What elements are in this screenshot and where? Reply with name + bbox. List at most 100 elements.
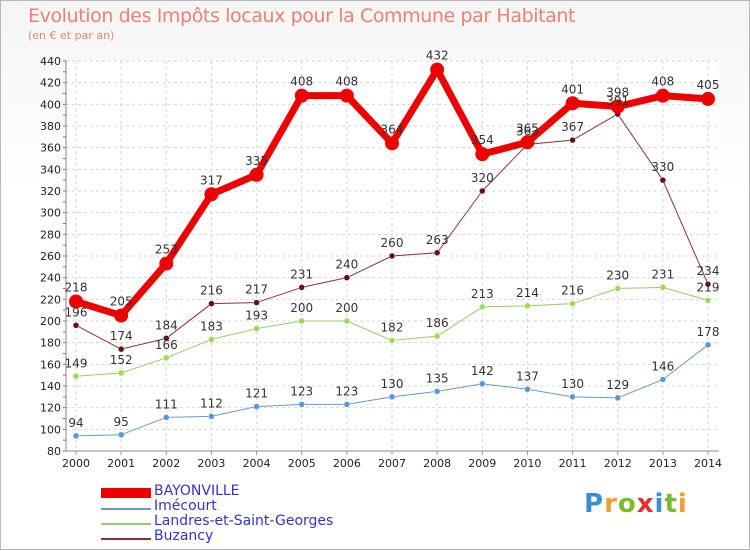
data-point [343, 317, 351, 325]
data-point [72, 322, 80, 329]
data-point [565, 96, 580, 111]
data-point [298, 317, 305, 325]
x-tick-label: 2011 [559, 457, 587, 470]
data-label: 363 [516, 124, 539, 138]
data-point [659, 376, 667, 383]
data-point [253, 325, 260, 332]
y-tick-label: 220 [40, 293, 61, 306]
data-point [479, 187, 486, 195]
legend-swatch [101, 488, 151, 498]
data-point [569, 300, 576, 307]
y-tick-label: 180 [40, 337, 61, 350]
data-label: 186 [426, 316, 449, 330]
data-point [479, 303, 486, 311]
data-label: 335 [245, 154, 268, 168]
y-tick-label: 280 [40, 228, 61, 241]
data-label: 94 [68, 416, 83, 430]
y-tick-label: 340 [40, 163, 61, 176]
data-point [253, 403, 260, 410]
logo-letter: i [654, 489, 665, 519]
data-label: 401 [561, 82, 584, 96]
data-point [433, 249, 441, 256]
data-label: 149 [65, 356, 88, 370]
data-point [433, 388, 441, 395]
data-label: 196 [65, 305, 88, 319]
data-point [701, 91, 715, 106]
data-point [388, 337, 396, 344]
logo-letter: x [636, 489, 655, 519]
data-label: 231 [651, 267, 674, 281]
y-tick-label: 320 [40, 185, 61, 198]
data-label: 216 [200, 284, 223, 298]
data-point [208, 336, 215, 343]
data-point [117, 369, 125, 377]
y-tick-label: 200 [40, 315, 61, 328]
data-label: 230 [606, 269, 629, 283]
x-tick-label: 2007 [378, 457, 406, 470]
data-point [569, 136, 576, 144]
data-label: 405 [697, 78, 720, 92]
data-point [339, 88, 354, 103]
data-label: 408 [290, 75, 313, 89]
y-tick-label: 240 [40, 272, 61, 285]
proxiti-logo: Proxiti [584, 489, 688, 519]
data-point [524, 386, 531, 393]
data-point [614, 285, 621, 292]
x-tick-label: 2008 [423, 457, 451, 470]
data-label: 260 [381, 236, 404, 250]
data-label: 253 [155, 243, 178, 257]
data-label: 123 [290, 384, 313, 398]
data-label: 95 [114, 415, 129, 429]
data-label: 364 [381, 122, 404, 136]
data-label: 130 [561, 377, 584, 391]
data-label: 200 [335, 301, 358, 315]
y-tick-label: 380 [40, 120, 61, 133]
data-point [388, 393, 396, 401]
data-label: 121 [245, 387, 268, 401]
data-point [208, 413, 215, 420]
logo-letter: P [584, 489, 605, 519]
data-point [208, 300, 215, 307]
data-point [343, 401, 351, 408]
data-point [479, 380, 486, 388]
x-tick-label: 2009 [468, 457, 496, 470]
data-label: 112 [200, 396, 223, 410]
legend-label: Imécourt [154, 498, 217, 514]
data-label: 135 [426, 371, 449, 385]
chart-title: Evolution des Impôts locaux pour la Comm… [28, 5, 576, 27]
logo-letter: t [664, 489, 678, 519]
logo-letter: r [604, 489, 618, 519]
data-point [343, 274, 351, 281]
data-point [388, 252, 396, 260]
data-point [294, 88, 309, 103]
data-label: 137 [516, 369, 539, 383]
x-tick-label: 2001 [107, 457, 135, 470]
y-tick-label: 440 [40, 55, 61, 68]
data-label: 398 [606, 86, 629, 100]
logo-letter: o [617, 489, 637, 519]
legend-swatch [101, 523, 151, 525]
data-point [655, 88, 670, 103]
y-tick-label: 100 [40, 423, 61, 436]
legend-label: Landres-et-Saint-Georges [154, 513, 334, 529]
data-label: 178 [697, 325, 720, 339]
y-tick-label: 360 [40, 142, 61, 155]
data-point [430, 62, 445, 77]
data-label: 182 [381, 321, 404, 335]
data-label: 218 [65, 281, 88, 295]
data-label: 263 [426, 233, 449, 247]
data-point [614, 394, 621, 402]
data-label: 193 [245, 309, 268, 323]
data-label: 432 [426, 49, 449, 63]
data-label: 214 [516, 286, 539, 300]
y-tick-label: 300 [40, 207, 61, 220]
data-label: 129 [606, 378, 629, 392]
data-label: 184 [155, 318, 178, 332]
legend-swatch [101, 508, 151, 510]
data-label: 330 [651, 160, 674, 174]
y-tick-label: 160 [40, 358, 61, 371]
x-tick-label: 2005 [288, 457, 316, 470]
data-label: 174 [110, 329, 133, 343]
data-label: 234 [697, 264, 720, 278]
legend-label: Buzancy [154, 528, 214, 544]
